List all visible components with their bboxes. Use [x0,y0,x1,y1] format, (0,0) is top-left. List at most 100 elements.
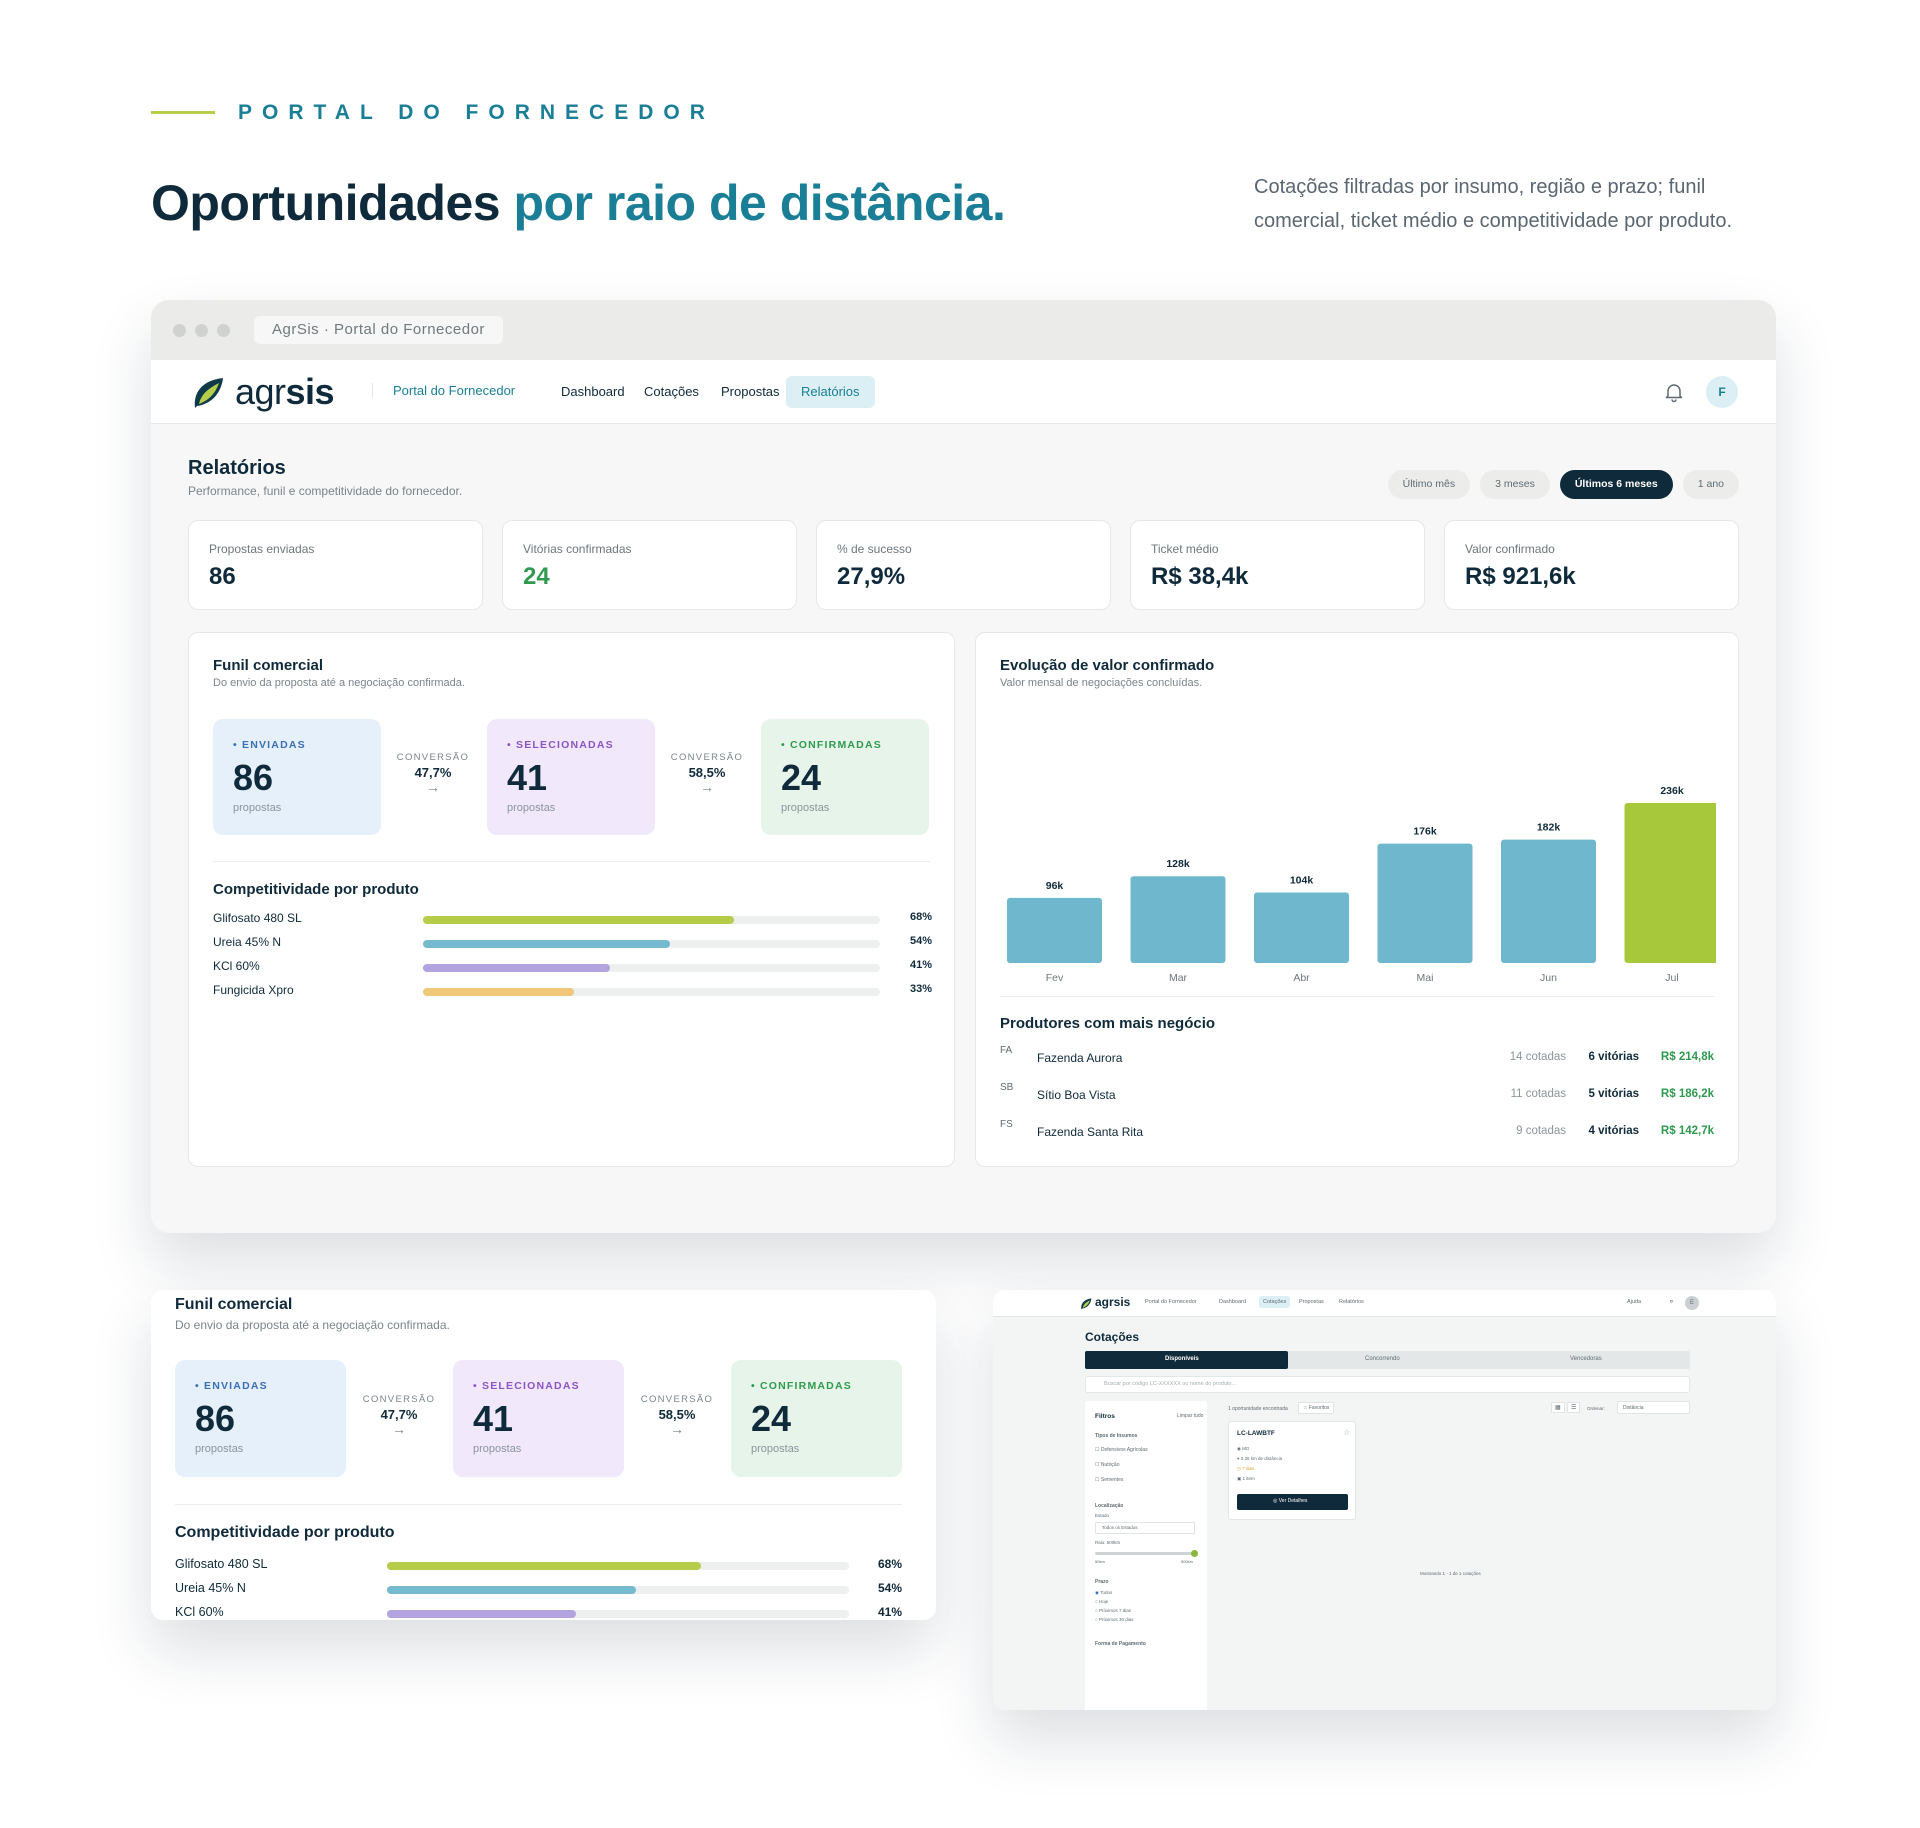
arrow-right-icon: → [392,1421,406,1437]
chart-category-label: Mai [1417,972,1434,984]
funnel-stage-sent[interactable]: • ENVIADAS 86 propostas [213,719,381,835]
funnel-stage-confirmed[interactable]: • CONFIRMADAS 24 propostas [731,1360,902,1477]
mini-tab-concorrendo[interactable]: Concorrendo [1365,1356,1400,1362]
product-percentage: 54% [877,1581,902,1595]
mini-nav-relatorios[interactable]: Relatórios [1339,1299,1364,1305]
user-avatar[interactable]: F [1706,376,1738,408]
mini-checkbox-insumo[interactable]: ☐ Sementes [1095,1477,1124,1483]
mini-opportunity-card[interactable]: LC-LAWBTF ☆ ◉ MG ⌖ 0.26 km de distância … [1228,1421,1356,1520]
chart-bar[interactable] [1624,803,1717,963]
chart-card: Evolução de valor confirmado Valor mensa… [975,632,1739,1167]
chart-bar[interactable] [1254,892,1349,963]
mini-nav-dashboard[interactable]: Dashboard [1219,1299,1246,1305]
funnel-stage-selected[interactable]: • SELECIONADAS 41 propostas [487,719,655,835]
mini-state-select[interactable]: Todos os Estados [1095,1522,1195,1534]
nav-dashboard[interactable]: Dashboard [561,384,625,399]
chart-bar[interactable] [1007,897,1102,963]
funnel-stage-confirmed[interactable]: • CONFIRMADAS 24 propostas [761,719,929,835]
window-close-dot[interactable] [173,324,186,337]
mini-tab-disponiveis[interactable]: Disponíveis [1165,1356,1199,1362]
mini-bell-icon[interactable]: ⚬ [1668,1297,1675,1306]
funnel-stage-selected[interactable]: • SELECIONADAS 41 propostas [453,1360,624,1477]
producer-row[interactable]: FA Fazenda Aurora 14 cotadas 6 vitórias … [1000,1045,1714,1071]
mini-radius-slider[interactable] [1095,1552,1195,1555]
stage-value: 41 [473,1398,514,1439]
section-divider [1000,996,1714,997]
mini-slider-handle[interactable] [1191,1550,1198,1557]
stage-unit: propostas [507,802,556,814]
mini-nav-propostas[interactable]: Propostas [1299,1299,1324,1305]
bell-icon[interactable] [1662,380,1686,404]
chart-bar[interactable] [1377,843,1473,963]
stage-value: 24 [781,757,822,798]
mini-portal-link[interactable]: Portal do Fornecedor [1145,1299,1197,1305]
stage-unit: propostas [473,1443,522,1455]
hero-title-accent: por raio de distância. [513,175,1006,231]
mini-checkbox-insumo[interactable]: ☐ Defensivos Agrícolas [1095,1447,1148,1453]
mini-tab-vencedoras[interactable]: Vencedoras [1570,1356,1602,1362]
producer-row[interactable]: FS Fazenda Santa Rita 9 cotadas 4 vitóri… [1000,1119,1714,1145]
mini-list-view-icon[interactable]: ☰ [1567,1402,1581,1413]
nav-relatorios[interactable]: Relatórios [786,376,875,408]
kpi-card: Valor confirmado R$ 921,6k [1444,520,1739,610]
product-bar-track [423,988,880,996]
producer-wins: 6 vitórias [1588,1051,1640,1063]
chart-bar[interactable] [1501,839,1596,963]
mini-radio-deadline[interactable]: ○ Próximos 7 dias [1095,1608,1131,1613]
mini-nav-cotacoes[interactable]: Cotações [1259,1296,1291,1308]
mini-card-state: ◉ MG [1237,1446,1250,1451]
stage-label: • ENVIADAS [233,739,306,751]
product-name: Fungicida Xpro [213,983,294,997]
period-3-months[interactable]: 3 meses [1480,470,1550,499]
mini-radio-deadline[interactable]: ○ Próximos 30 dias [1095,1617,1134,1622]
mini-insumo-title: Tipos de Insumos [1095,1433,1138,1439]
mini-help-link[interactable]: Ajuda [1627,1299,1642,1305]
product-bar-row: Ureia 45% N 54% [213,935,932,953]
browser-tab[interactable]: AgrSis · Portal do Fornecedor [254,316,503,344]
mini-tabs: Disponíveis Concorrendo Vencedoras [1085,1351,1690,1369]
mini-radius-max: 500km [1181,1559,1194,1564]
chart-value-label: 176k [1413,826,1437,838]
agrsis-logo[interactable]: agrsis [189,371,335,412]
hero-title: Oportunidades por raio de distância. [151,174,1006,232]
mini-search-input[interactable]: Buscar por código LC-XXXXXX ou nome do p… [1085,1376,1690,1393]
funnel-stage-sent[interactable]: • ENVIADAS 86 propostas [175,1360,346,1477]
stage-value: 24 [751,1398,792,1439]
mini-avatar[interactable]: E [1685,1296,1699,1310]
mini-logo-text[interactable]: agrsis [1095,1295,1131,1309]
nav-propostas[interactable]: Propostas [721,384,780,399]
mini-clear-all[interactable]: Limpar tudo [1177,1413,1204,1419]
mini-details-button[interactable]: ◎ Ver Detalhes [1237,1494,1348,1510]
mini-grid-view-icon[interactable]: ▦ [1551,1402,1565,1413]
stage-value: 41 [507,757,548,798]
product-bar-fill [423,964,611,972]
window-minimize-dot[interactable] [195,324,208,337]
product-bar-row: Glifosato 480 SL 68% [175,1557,902,1575]
product-bar-row: Fungicida Xpro 33% [213,983,932,1001]
mini-sort-select[interactable]: Distância [1617,1401,1690,1414]
mini-radio-deadline[interactable]: ◉ Todos [1095,1590,1113,1595]
conversion-label: CONVERSÃO [640,1394,714,1405]
period-6-months[interactable]: Últimos 6 meses [1559,470,1673,499]
mini-radio-deadline[interactable]: ○ Hoje [1095,1599,1109,1604]
mini-star-icon[interactable]: ☆ [1343,1428,1351,1437]
page-subtitle: Performance, funil e competitividade do … [188,484,463,498]
period-1-year[interactable]: 1 ano [1682,470,1739,499]
mini-checkbox-insumo[interactable]: ☐ Nutrição [1095,1462,1120,1468]
stage-unit: propostas [195,1443,244,1455]
kpi-label: Propostas enviadas [209,542,315,556]
chart-category-label: Mar [1169,972,1188,984]
product-bar-fill [387,1562,702,1570]
kpi-value: R$ 38,4k [1151,563,1249,590]
portal-link[interactable]: Portal do Fornecedor [372,383,515,398]
window-maximize-dot[interactable] [217,324,230,337]
nav-cotacoes[interactable]: Cotações [644,384,699,399]
mini-favorites-button[interactable]: ☆ Favoritos [1298,1402,1335,1414]
hero-title-main: Oportunidades [151,175,514,231]
stage-value: 86 [195,1398,236,1439]
product-percentage: 41% [909,959,932,971]
producer-row[interactable]: SB Sítio Boa Vista 11 cotadas 5 vitórias… [1000,1082,1714,1108]
arrow-right-icon: → [670,1421,684,1437]
period-last-month[interactable]: Último mês [1387,470,1471,499]
chart-bar[interactable] [1130,876,1226,963]
